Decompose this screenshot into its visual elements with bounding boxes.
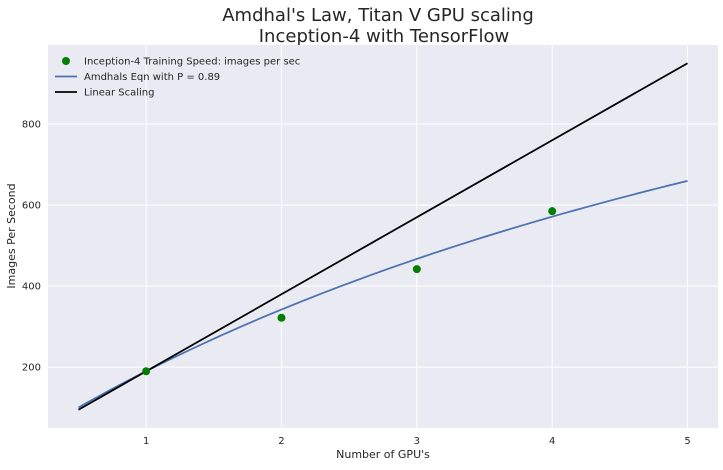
legend: Inception-4 Training Speed: images per s… bbox=[55, 57, 300, 99]
chart-title: Amdhal's Law, Titan V GPU scaling bbox=[222, 5, 534, 26]
grid-layer bbox=[48, 45, 718, 428]
x-tick-label: 1 bbox=[143, 436, 149, 447]
x-tick-label: 4 bbox=[549, 436, 555, 447]
amdahl-eqn-line bbox=[78, 180, 688, 409]
series-layer bbox=[78, 62, 688, 411]
y-tick-label: 200 bbox=[22, 363, 41, 374]
x-tick-label: 5 bbox=[684, 436, 690, 447]
x-tick-label: 3 bbox=[414, 436, 420, 447]
x-axis-label: Number of GPU's bbox=[336, 448, 430, 461]
legend-label: Amdhals Eqn with P = 0.89 bbox=[84, 72, 220, 83]
training-speed-point bbox=[277, 313, 286, 322]
tick-layer: 1 2 3 4 5 200 400 600 800 bbox=[22, 120, 691, 447]
chart-subtitle: Inception-4 with TensorFlow bbox=[259, 26, 509, 47]
legend-marker bbox=[62, 57, 70, 65]
y-tick-label: 800 bbox=[22, 120, 41, 131]
y-tick-label: 400 bbox=[22, 282, 41, 293]
training-speed-point bbox=[548, 207, 557, 216]
linear-scaling-line bbox=[78, 62, 688, 411]
y-tick-label: 600 bbox=[22, 201, 41, 212]
training-speed-point bbox=[412, 265, 421, 274]
legend-label: Inception-4 Training Speed: images per s… bbox=[84, 57, 300, 68]
training-speed-point bbox=[142, 367, 151, 376]
y-axis-label: Images Per Second bbox=[5, 183, 18, 288]
x-tick-label: 2 bbox=[278, 436, 284, 447]
legend-label: Linear Scaling bbox=[84, 88, 154, 99]
